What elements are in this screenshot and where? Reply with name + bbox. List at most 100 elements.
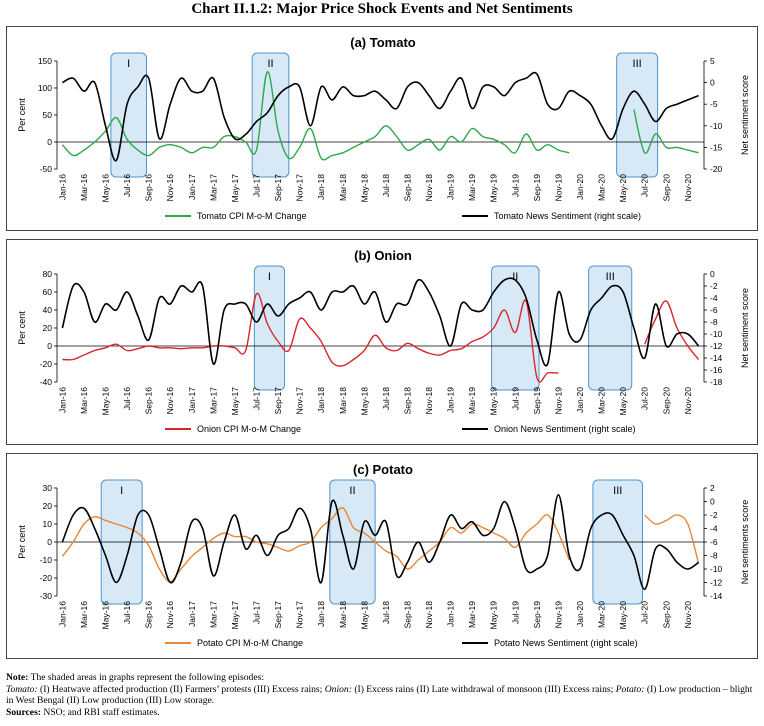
onion-x-tick-label: May-17 xyxy=(230,387,240,416)
tomato-chart-title: (a) Tomato xyxy=(350,35,416,50)
potato-x-tick-label: May-20 xyxy=(618,601,628,630)
onion-x-tick-label: Mar-19 xyxy=(467,387,477,414)
potato-right-tick-label: -14 xyxy=(710,591,723,601)
tomato-x-tick-label: Jul-20 xyxy=(640,174,650,197)
potato-series-segment xyxy=(61,494,700,591)
tomato-left-axis-title: Per cent xyxy=(17,98,27,132)
potato-x-tick-label: Jul-17 xyxy=(251,601,261,624)
tomato-x-tick-label: Mar-18 xyxy=(338,174,348,201)
onion-x-tick-label: Mar-18 xyxy=(338,387,348,414)
potato-x-tick-label: Sep-16 xyxy=(144,601,154,629)
onion-left-tick-label: 60 xyxy=(43,287,53,297)
onion-right-tick-label: -16 xyxy=(710,365,723,375)
potato-left-tick-label: 10 xyxy=(43,519,53,529)
onion-x-tick-label: May-19 xyxy=(489,387,499,416)
tomato-left-tick-label: 150 xyxy=(38,56,52,66)
potato-x-tick-label: Jan-17 xyxy=(187,601,197,627)
note-line: Note: The shaded areas in graphs represe… xyxy=(6,672,762,684)
tomato-x-tick-label: May-16 xyxy=(101,174,111,203)
onion-x-tick-label: Jan-18 xyxy=(316,387,326,413)
tomato-x-tick-label: Mar-17 xyxy=(208,174,218,201)
tomato-legend-label: Tomato News Sentiment (right scale) xyxy=(494,211,641,221)
onion-series-cpi-line xyxy=(62,292,700,383)
tomato-series-segment xyxy=(62,71,699,162)
tomato-x-tick-label: Sep-16 xyxy=(144,174,154,202)
potato-right-tick-label: -8 xyxy=(710,551,718,561)
potato-x-tick-label: Sep-18 xyxy=(402,601,412,629)
onion-x-tick-label: Nov-20 xyxy=(683,387,693,415)
potato-series-cpi-line xyxy=(61,506,700,583)
potato-left-axis-title: Per cent xyxy=(17,525,27,559)
tomato-episode-label-III: III xyxy=(633,58,642,70)
potato-left-tick-label: -10 xyxy=(40,555,53,565)
tomato-right-tick-label: 0 xyxy=(710,78,715,88)
potato-right-tick-label: -6 xyxy=(710,537,718,547)
potato-right-tick-label: -12 xyxy=(710,578,723,588)
tomato-x-tick-label: Jul-16 xyxy=(122,174,132,197)
tomato-left-tick-label: 100 xyxy=(38,83,52,93)
potato-legend-label: Potato CPI M-o-M Change xyxy=(197,638,303,648)
onion-left-tick-label: 40 xyxy=(43,305,53,315)
potato-legend-label: Potato News Sentiment (right scale) xyxy=(494,638,638,648)
onion-x-tick-label: Jul-20 xyxy=(640,387,650,410)
tomato-x-tick-label: Mar-19 xyxy=(467,174,477,201)
onion-x-tick-label: May-16 xyxy=(101,387,111,416)
potato-x-tick-label: May-17 xyxy=(230,601,240,630)
potato-x-tick-label: Mar-17 xyxy=(208,601,218,628)
sources-label: Sources: xyxy=(6,706,41,718)
potato-episode-label-III: III xyxy=(613,485,622,497)
potato-x-tick-label: Jul-16 xyxy=(122,601,132,624)
tomato-episodes-label: Tomato: xyxy=(6,683,38,695)
potato-x-tick-label: Mar-16 xyxy=(79,601,89,628)
onion-right-tick-label: -14 xyxy=(710,353,723,363)
tomato-x-tick-label: Nov-20 xyxy=(683,174,693,202)
potato-episode-label-II: II xyxy=(349,485,355,497)
onion-x-tick-label: Jul-18 xyxy=(381,387,391,410)
tomato-episodes: (I) Heatwave affected production (II) Fa… xyxy=(40,683,323,695)
tomato-right-tick-label: -20 xyxy=(710,164,723,174)
potato-chart-title: (c) Potato xyxy=(353,462,413,477)
potato-x-tick-label: Jan-18 xyxy=(316,601,326,627)
onion-right-axis-title: Net sentiment score xyxy=(740,288,750,368)
potato-x-tick-label: Sep-20 xyxy=(661,601,671,629)
onion-x-tick-label: Jan-17 xyxy=(187,387,197,413)
onion-series-segment xyxy=(62,292,559,383)
tomato-right-tick-label: 5 xyxy=(710,56,715,66)
potato-right-axis-title: Net sentiments score xyxy=(740,500,750,585)
onion-episode-label-III: III xyxy=(606,271,615,283)
potato-left-tick-label: 0 xyxy=(47,537,52,547)
onion-x-tick-label: Jul-19 xyxy=(510,387,520,410)
onion-series-sentiment-line xyxy=(61,277,700,367)
onion-x-tick-label: Jul-16 xyxy=(122,387,132,410)
onion-right-tick-label: -2 xyxy=(710,281,718,291)
potato-x-tick-label: Mar-19 xyxy=(467,601,477,628)
onion-series-segment xyxy=(61,277,700,367)
tomato-series-segment xyxy=(633,109,699,154)
potato-right-tick-label: -4 xyxy=(710,524,718,534)
tomato-x-tick-label: Jul-18 xyxy=(381,174,391,197)
onion-chart-title: (b) Onion xyxy=(354,248,412,263)
onion-shaded-episode-III xyxy=(588,265,633,391)
potato-left-tick-label: -20 xyxy=(40,573,53,583)
tomato-episode-label-II: II xyxy=(267,58,273,70)
onion-left-tick-label: 20 xyxy=(43,323,53,333)
tomato-x-tick-label: May-17 xyxy=(230,174,240,203)
tomato-x-tick-label: Sep-19 xyxy=(532,174,542,202)
tomato-x-tick-label: Sep-17 xyxy=(273,174,283,202)
tomato-series-cpi-line xyxy=(61,71,699,161)
onion-x-tick-label: Nov-19 xyxy=(553,387,563,415)
tomato-left-tick-label: 50 xyxy=(43,110,53,120)
onion-x-tick-label: Nov-16 xyxy=(165,387,175,415)
tomato-series-sentiment-line xyxy=(62,71,699,162)
tomato-x-tick-label: Nov-18 xyxy=(424,174,434,202)
potato-x-tick-label: May-16 xyxy=(101,601,111,630)
tomato-panel: (a) Tomato I II III 150 100 50 0 -50 5 0 -5 -10 -15 -2… xyxy=(6,26,758,231)
onion-left-axis-title: Per cent xyxy=(17,311,27,345)
onion-panel: (b) Onion I II III 80 60 40 20 0 -20 -40 0 -2 -4 -6 -8-… xyxy=(6,239,758,445)
onion-episode-label-II: II xyxy=(512,271,518,283)
potato-x-tick-label: Sep-19 xyxy=(532,601,542,629)
tomato-right-axis-title: Net sentiment score xyxy=(740,75,750,155)
potato-x-tick-label: May-19 xyxy=(489,601,499,630)
